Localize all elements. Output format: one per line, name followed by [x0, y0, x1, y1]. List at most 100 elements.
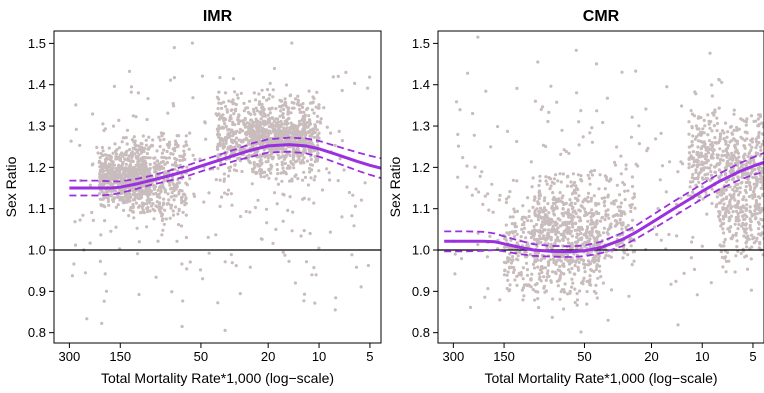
- scatter-point: [551, 316, 554, 319]
- scatter-point: [132, 198, 135, 201]
- scatter-point: [560, 259, 563, 262]
- scatter-point: [316, 128, 319, 131]
- scatter-point: [226, 134, 229, 137]
- scatter-point: [292, 155, 295, 158]
- scatter-point: [710, 281, 713, 284]
- scatter-point: [483, 296, 486, 299]
- scatter-point: [275, 177, 278, 180]
- scatter-point: [715, 117, 718, 120]
- scatter-point: [690, 240, 693, 243]
- scatter-point: [511, 215, 514, 218]
- scatter-point: [722, 231, 725, 234]
- scatter-point: [577, 173, 580, 176]
- scatter-point: [720, 154, 723, 157]
- scatter-point: [720, 81, 723, 84]
- scatter-point: [166, 143, 169, 146]
- scatter-point: [304, 133, 307, 136]
- scatter-point: [100, 164, 103, 167]
- scatter-point: [585, 235, 588, 238]
- scatter-point: [232, 77, 235, 80]
- scatter-point: [698, 195, 701, 198]
- scatter-point: [367, 264, 370, 267]
- scatter-point: [226, 193, 229, 196]
- scatter-point: [548, 187, 551, 190]
- scatter-point: [680, 104, 683, 107]
- scatter-point: [139, 197, 142, 200]
- scatter-point: [334, 144, 337, 147]
- scatter-point: [112, 125, 115, 128]
- scatter-point: [132, 206, 135, 209]
- scatter-point: [219, 127, 222, 130]
- scatter-point: [719, 137, 722, 140]
- scatter-point: [691, 180, 694, 183]
- scatter-point: [85, 317, 88, 320]
- scatter-point: [155, 149, 158, 152]
- scatter-point: [536, 297, 539, 300]
- scatter-point: [188, 148, 191, 151]
- scatter-point: [101, 122, 104, 125]
- scatter-point: [597, 202, 600, 205]
- scatter-point: [562, 265, 565, 268]
- scatter-point: [552, 227, 555, 230]
- scatter-point: [273, 191, 276, 194]
- scatter-point: [584, 270, 587, 273]
- scatter-point: [701, 127, 704, 130]
- scatter-point: [522, 231, 525, 234]
- scatter-point: [152, 217, 155, 220]
- scatter-point: [691, 140, 694, 143]
- scatter-point: [615, 220, 618, 223]
- scatter-point: [538, 234, 541, 237]
- scatter-point: [174, 205, 177, 208]
- scatter-point: [508, 231, 511, 234]
- scatter-point: [735, 129, 738, 132]
- scatter-point: [729, 170, 732, 173]
- scatter-point: [604, 210, 607, 213]
- scatter-point: [603, 227, 606, 230]
- scatter-point: [545, 289, 548, 292]
- y-tick-label: 1.1: [412, 201, 430, 216]
- scatter-point: [127, 175, 130, 178]
- scatter-point: [216, 145, 219, 148]
- scatter-point: [231, 261, 234, 264]
- scatter-point: [578, 289, 581, 292]
- scatter-point: [469, 306, 472, 309]
- scatter-point: [543, 219, 546, 222]
- scatter-point: [748, 195, 751, 198]
- scatter-point: [526, 274, 529, 277]
- scatter-point: [708, 123, 711, 126]
- scatter-point: [556, 179, 559, 182]
- scatter-point: [145, 189, 148, 192]
- scatter-point: [579, 109, 582, 112]
- scatter-point: [603, 204, 606, 207]
- scatter-point: [127, 199, 130, 202]
- scatter-point: [123, 153, 126, 156]
- scatter-point: [758, 241, 761, 244]
- scatter-point: [263, 175, 266, 178]
- scatter-point: [638, 142, 641, 145]
- scatter-point: [731, 236, 734, 239]
- scatter-point: [729, 225, 732, 228]
- scatter-point: [305, 260, 308, 263]
- scatter-point: [191, 96, 194, 99]
- scatter-point: [687, 133, 690, 136]
- y-tick-label: 1.4: [28, 77, 46, 92]
- scatter-point: [597, 232, 600, 235]
- scatter-point: [575, 236, 578, 239]
- scatter-point: [127, 159, 130, 162]
- scatter-point: [726, 147, 729, 150]
- scatter-point: [296, 127, 299, 130]
- scatter-point: [632, 260, 635, 263]
- scatter-point: [237, 114, 240, 117]
- scatter-point: [574, 241, 577, 244]
- scatter-point: [84, 271, 87, 274]
- scatter-point: [307, 183, 310, 186]
- scatter-point: [297, 101, 300, 104]
- scatter-point: [133, 135, 136, 138]
- scatter-point: [284, 97, 287, 100]
- scatter-point: [511, 255, 514, 258]
- scatter-point: [506, 274, 509, 277]
- scatter-point: [104, 196, 107, 199]
- scatter-point: [524, 236, 527, 239]
- scatter-point: [723, 154, 726, 157]
- scatter-point: [600, 216, 603, 219]
